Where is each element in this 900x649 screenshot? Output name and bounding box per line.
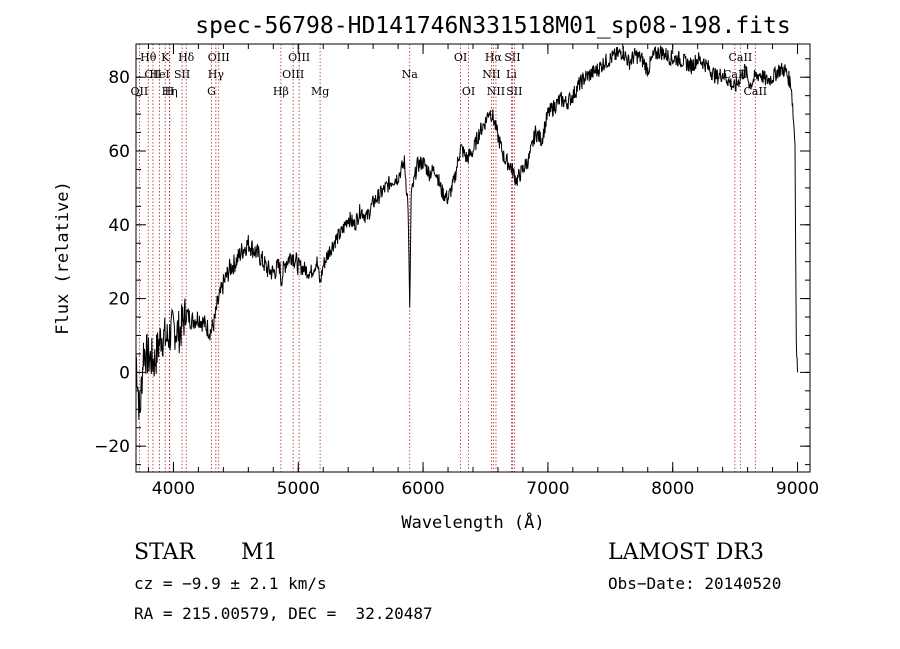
line-label-25: CaII	[729, 51, 753, 64]
line-label-6: SII	[174, 68, 190, 81]
y-tick-label-5: 80	[108, 68, 130, 88]
x-tick-label-0: 4000	[152, 479, 195, 499]
redshift-value: cz = −9.9 ± 2.1 km/s	[134, 574, 327, 593]
line-label-14: OIII	[282, 68, 304, 81]
y-tick-label-2: 20	[108, 290, 130, 310]
line-label-17: OI	[454, 51, 467, 64]
line-label-4: Hη	[162, 85, 178, 98]
y-axis-label: Flux (relative)	[53, 181, 73, 335]
line-label-15: Mg	[311, 85, 329, 98]
line-label-7: H	[165, 85, 175, 98]
line-label-11: G	[207, 85, 216, 98]
y-tick-label-1: 0	[119, 363, 130, 383]
line-label-24: SII	[506, 85, 522, 98]
line-label-0: Hθ	[140, 51, 157, 64]
line-label-1: CII	[144, 68, 161, 81]
line-label-13: OIII	[288, 51, 310, 64]
coordinates: RA = 215.00579, DEC = 32.20487	[134, 604, 433, 623]
line-label-8: Hδ	[178, 51, 195, 64]
line-label-21: NII	[482, 68, 500, 81]
x-tick-label-5: 9000	[776, 479, 819, 499]
line-label-5: K	[161, 51, 170, 64]
object-subclass: M1	[241, 540, 278, 565]
line-label-16: Na	[402, 68, 419, 81]
line-label-9: OIII	[208, 51, 230, 64]
x-tick-label-2: 6000	[401, 479, 444, 499]
line-label-12: Hβ	[273, 85, 289, 98]
y-tick-label-3: 40	[108, 216, 130, 236]
survey-name: LAMOST DR3	[608, 540, 764, 565]
line-label-3: HeI	[149, 68, 169, 81]
y-tick-label-4: 60	[108, 142, 130, 162]
line-label-20: SII	[504, 51, 520, 64]
line-label-19: Hα	[485, 51, 503, 64]
line-label-22: Li	[506, 68, 517, 81]
observation-date: Obs−Date: 20140520	[608, 574, 782, 593]
x-axis-label: Wavelength (Å)	[401, 511, 544, 533]
line-label-10: Hγ	[208, 68, 225, 81]
chart-title: spec-56798-HD141746N331518M01_sp08-198.f…	[195, 13, 790, 39]
line-label-2: OII	[131, 85, 149, 98]
x-tick-label-4: 8000	[651, 479, 694, 499]
x-tick-label-1: 5000	[277, 479, 320, 499]
object-class: STAR	[134, 540, 195, 565]
line-label-23: NII	[487, 85, 505, 98]
x-tick-label-3: 7000	[526, 479, 569, 499]
y-tick-label-0: −20	[94, 437, 130, 457]
line-label-18: OI	[462, 85, 475, 98]
spectrum-line	[135, 45, 798, 420]
line-label-27: CaII	[743, 85, 767, 98]
